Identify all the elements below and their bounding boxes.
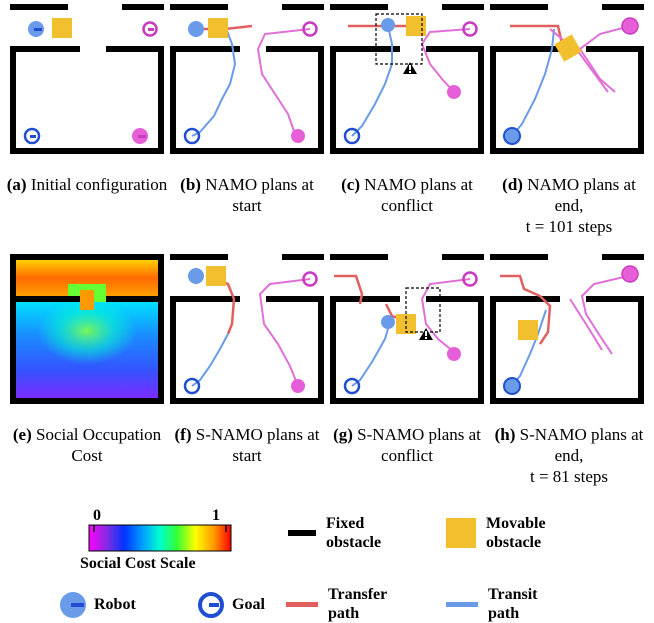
fixed-obstacle-label: Fixed obstacle (326, 515, 382, 551)
panel-e-heatmap (10, 254, 164, 404)
warning-icon (419, 328, 433, 340)
panel-c (330, 4, 484, 154)
panel-f (170, 254, 324, 404)
caption-b: (b) NAMO plans at start (180, 175, 314, 215)
scale-title: Social Cost Scale (80, 555, 196, 572)
goal-label: Goal (232, 596, 265, 613)
caption-h: (h) S-NAMO plans at end, t = 81 steps (494, 425, 644, 486)
caption-e: (e) Social Occupation Cost (12, 425, 162, 465)
fixed-obstacles (10, 4, 164, 154)
caption-d: (d) NAMO plans at end, t = 101 steps (502, 175, 636, 236)
robot-label: Robot (94, 596, 136, 613)
robot-icon (60, 592, 86, 618)
transit-path-label: Transit path (488, 586, 538, 622)
caption-c: (c) NAMO plans at conflict (341, 175, 473, 215)
robot-2 (132, 128, 148, 144)
caption-f: (f) S-NAMO plans at start (174, 425, 320, 465)
goal-1 (23, 127, 41, 145)
panel-g (330, 254, 484, 404)
conflict-box (405, 287, 441, 333)
pink-path (256, 28, 311, 135)
goal-icon (198, 592, 224, 618)
conflict-box (375, 13, 423, 65)
panel-a (10, 4, 164, 154)
social-cost-scale-bar (88, 524, 232, 552)
movable-obstacle-swatch (446, 518, 476, 548)
panel-h (490, 254, 644, 404)
transit-path-swatch (446, 602, 478, 607)
fixed-obstacle-swatch (288, 530, 316, 536)
transfer-path-swatch (286, 602, 318, 607)
movable-obstacle-label: Movable obstacle (486, 515, 546, 551)
movable-obstacle (52, 18, 72, 38)
panel-d (490, 4, 644, 154)
goal-2 (142, 21, 158, 37)
transit-path (191, 27, 237, 137)
caption-g: (g) S-NAMO plans at conflict (333, 425, 481, 465)
warning-icon (403, 62, 417, 74)
scale-min-label: 0 (93, 507, 101, 524)
scale-max-label: 1 (212, 507, 220, 524)
transfer-path-label: Transfer path (328, 586, 387, 622)
panel-b (170, 4, 324, 154)
caption-a: (a) Initial configuration (6, 175, 168, 194)
robot-1 (28, 21, 44, 37)
